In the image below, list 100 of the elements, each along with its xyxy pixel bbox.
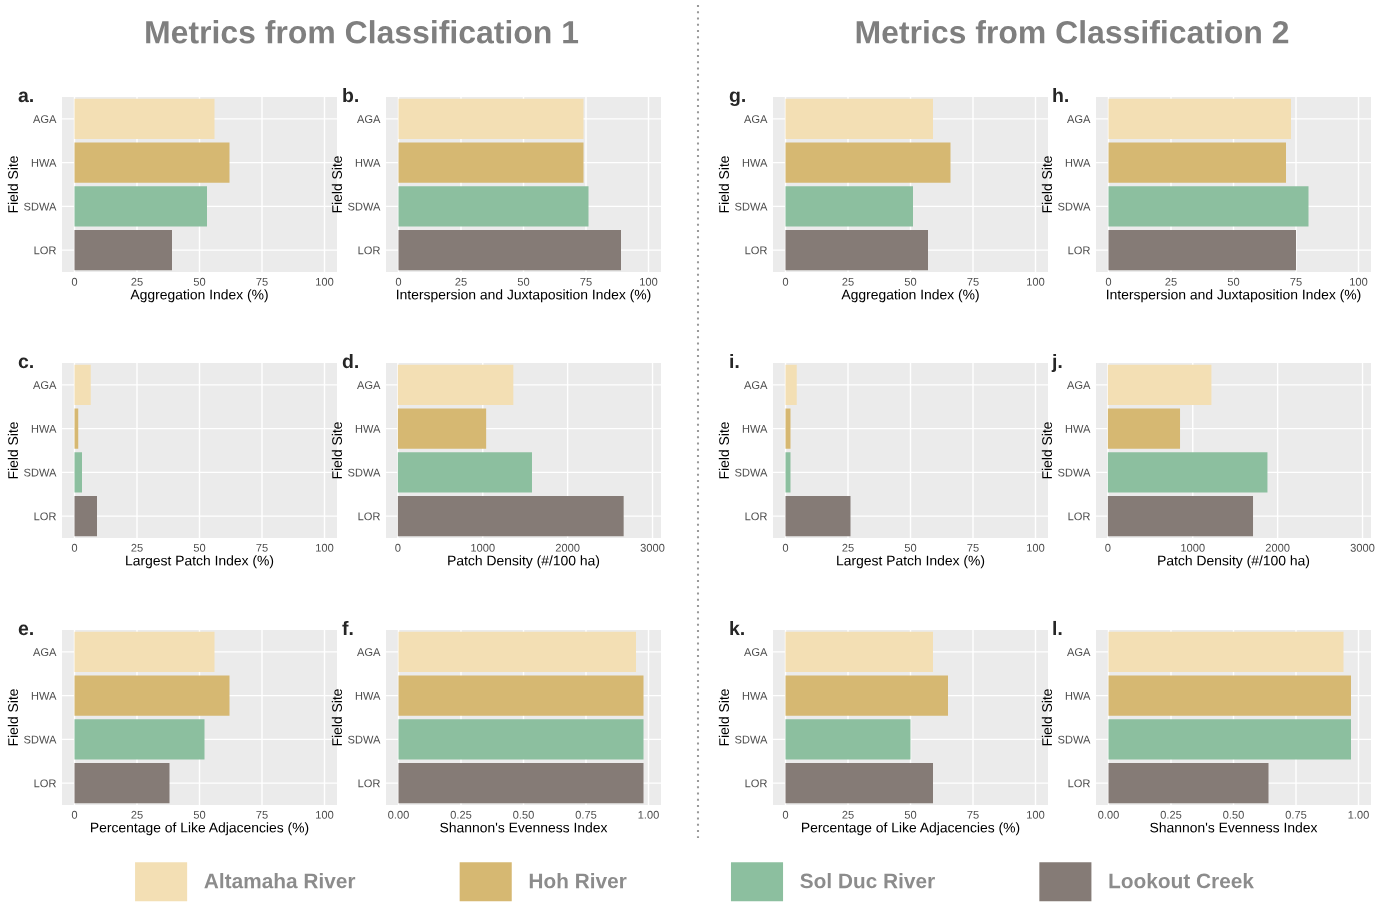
y-tick-label: LOR <box>358 246 380 255</box>
text: j. <box>1051 353 1062 373</box>
x-axis-title: Patch Density (#/100 ha) <box>448 555 600 569</box>
y-tick-label: AGA <box>744 648 768 657</box>
x-tick-label: 0.75 <box>575 810 597 819</box>
x-tick-label: 1.00 <box>638 810 659 819</box>
x-tick-label: 0.25 <box>450 810 472 819</box>
x-tick-label: 50 <box>517 277 530 286</box>
x-tick-label: 25 <box>131 810 143 819</box>
x-tick-label: 2000 <box>555 543 580 552</box>
x-tick-label: 0.50 <box>1223 810 1244 819</box>
y-tick-label: AGA <box>1067 648 1091 657</box>
y-axis-title: Field Site <box>1041 689 1052 746</box>
y-tick-label: SDWA <box>24 202 57 211</box>
text: e. <box>18 624 33 636</box>
x-axis-title: Interspersion and Juxtaposition Index (%) <box>1107 289 1361 303</box>
y-tick-label: HWA <box>1065 692 1091 700</box>
x-tick-label: 3000 <box>1350 543 1375 552</box>
y-tick-label: SDWA <box>24 468 57 477</box>
x-tick-label: 75 <box>256 277 268 286</box>
x-tick-label: 0.75 <box>1285 810 1307 819</box>
x-tick-label: 50 <box>193 543 206 552</box>
y-tick-label: HWA <box>31 692 57 700</box>
text: g. <box>729 91 745 107</box>
y-tick-label: HWA <box>31 425 57 433</box>
y-tick-label: HWA <box>742 425 768 433</box>
y-tick-label: AGA <box>357 381 381 390</box>
text: b. <box>343 87 358 103</box>
text: f. <box>342 620 353 636</box>
y-axis-title: Field Site <box>7 422 18 479</box>
x-tick-label: 25 <box>1165 277 1177 286</box>
x-tick-label: 100 <box>1027 543 1045 552</box>
y-tick-label: AGA <box>33 115 57 124</box>
y-tick-label: LOR <box>34 512 56 521</box>
y-tick-label: SDWA <box>1058 735 1091 744</box>
y-tick-label: SDWA <box>1058 202 1091 211</box>
x-tick-label: 100 <box>316 810 334 819</box>
y-tick-label: HWA <box>355 425 381 433</box>
x-tick-label: 0.00 <box>1098 810 1119 819</box>
x-tick-label: 0.50 <box>513 810 534 819</box>
x-tick-label: 1000 <box>1181 543 1205 552</box>
y-tick-label: HWA <box>355 159 381 167</box>
y-tick-label: SDWA <box>348 202 381 211</box>
x-axis-title: Patch Density (#/100 ha) <box>1158 555 1310 569</box>
x-tick-label: 75 <box>256 810 268 819</box>
x-tick-label: 75 <box>580 277 592 286</box>
legend-label: Lookout Creek <box>1109 873 1254 889</box>
x-tick-label: 0 <box>782 543 789 552</box>
y-tick-label: LOR <box>1068 779 1090 788</box>
x-tick-label: 75 <box>1290 277 1302 286</box>
text: l. <box>1053 620 1062 636</box>
x-tick-label: 25 <box>842 277 854 286</box>
x-axis-title: Percentage of Like Adjacencies (%) <box>91 822 309 836</box>
x-tick-label: 100 <box>640 277 658 286</box>
x-tick-label: 75 <box>256 543 268 552</box>
x-tick-label: 0 <box>1105 543 1111 552</box>
chart-title: Metrics from Classification 1 <box>146 20 579 44</box>
y-tick-label: LOR <box>34 779 56 788</box>
y-axis-title: Field Site <box>331 422 342 479</box>
y-tick-label: AGA <box>1067 115 1091 124</box>
y-axis-title: Field Site <box>718 422 729 479</box>
y-tick-label: SDWA <box>348 468 381 477</box>
y-tick-label: AGA <box>33 381 57 390</box>
x-tick-label: 25 <box>455 277 467 286</box>
y-tick-label: HWA <box>742 692 768 700</box>
x-tick-label: 0.00 <box>388 810 409 819</box>
y-tick-label: SDWA <box>348 735 381 744</box>
text: c. <box>18 357 33 369</box>
x-tick-label: 25 <box>842 543 854 552</box>
y-tick-label: SDWA <box>735 468 768 477</box>
y-tick-label: LOR <box>34 246 56 255</box>
x-tick-label: 100 <box>1027 277 1045 286</box>
x-tick-label: 100 <box>316 543 334 552</box>
x-tick-label: 50 <box>904 543 917 552</box>
text: i. <box>730 353 739 369</box>
x-tick-label: 0 <box>71 810 78 819</box>
y-tick-label: SDWA <box>735 202 768 211</box>
x-tick-label: 75 <box>967 543 979 552</box>
x-tick-label: 100 <box>1027 810 1045 819</box>
x-tick-label: 2000 <box>1265 543 1290 552</box>
y-tick-label: LOR <box>358 779 380 788</box>
x-tick-label: 0 <box>1105 277 1112 286</box>
x-tick-label: 25 <box>131 277 143 286</box>
x-tick-label: 0.25 <box>1160 810 1182 819</box>
x-tick-label: 0 <box>782 277 789 286</box>
x-axis-title: Interspersion and Juxtaposition Index (%) <box>397 289 651 303</box>
x-tick-label: 50 <box>193 277 206 286</box>
y-axis-title: Field Site <box>1041 422 1052 479</box>
x-tick-label: 50 <box>1227 277 1240 286</box>
y-tick-label: SDWA <box>24 735 57 744</box>
x-tick-label: 75 <box>967 277 979 286</box>
x-axis-title: Shannon's Evenness Index <box>440 822 608 833</box>
y-tick-label: HWA <box>355 692 381 700</box>
x-tick-label: 0 <box>782 810 789 819</box>
x-tick-label: 50 <box>904 277 917 286</box>
x-axis-title: Shannon's Evenness Index <box>1150 822 1318 833</box>
y-axis-title: Field Site <box>718 156 729 213</box>
x-tick-label: 50 <box>904 810 917 819</box>
x-tick-label: 100 <box>316 277 334 286</box>
y-tick-label: LOR <box>745 512 767 521</box>
